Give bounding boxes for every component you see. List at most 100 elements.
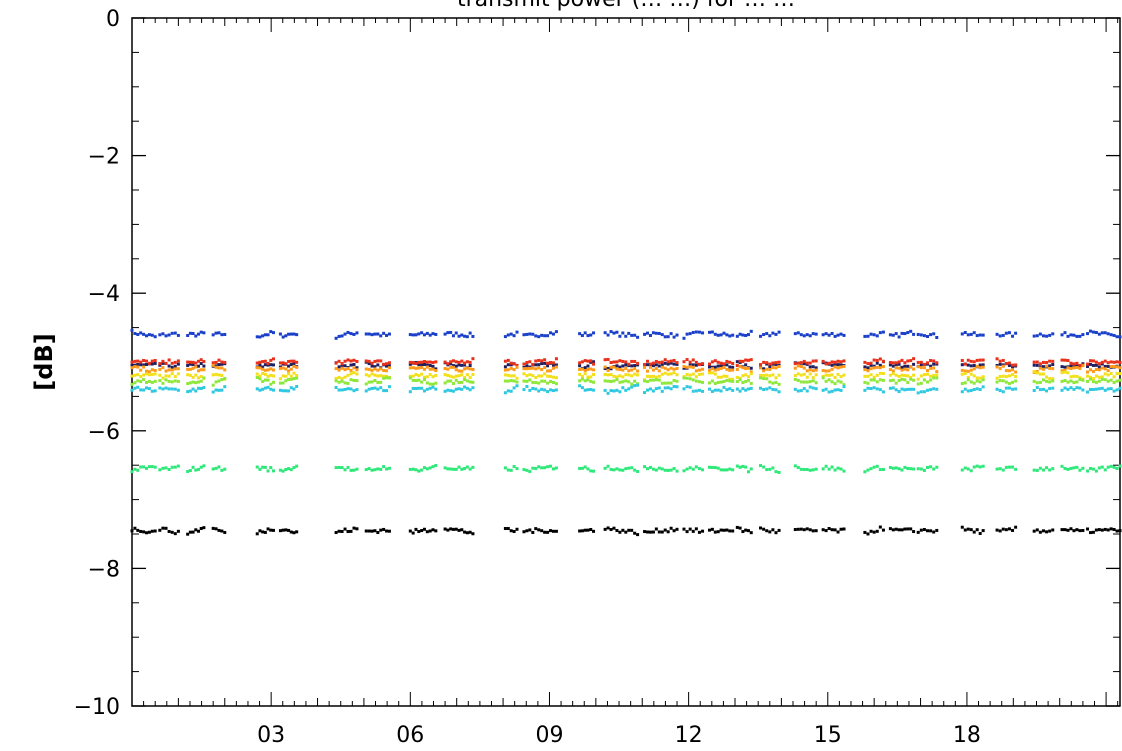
data-point [759, 373, 763, 377]
data-point [759, 366, 763, 370]
data-point [863, 365, 867, 369]
data-point [454, 368, 458, 372]
data-point [900, 365, 904, 369]
data-point [1035, 360, 1039, 364]
data-point [833, 468, 837, 472]
data-point [1060, 379, 1064, 383]
data-point [509, 363, 513, 367]
data-point [713, 388, 717, 392]
data-point [839, 527, 843, 531]
data-point [824, 362, 828, 366]
data-point [654, 387, 658, 391]
data-point [266, 469, 270, 473]
data-point [1060, 528, 1064, 532]
data-point [866, 532, 870, 536]
data-point [1051, 332, 1055, 336]
data-point [295, 333, 299, 337]
data-point [1094, 367, 1098, 371]
data-point [534, 334, 538, 338]
data-point [139, 363, 143, 367]
data-point [735, 367, 739, 371]
data-point [295, 373, 299, 377]
data-point [697, 372, 701, 376]
data-point [796, 364, 800, 368]
data-point [153, 529, 157, 533]
data-point [926, 388, 930, 392]
data-point [710, 367, 714, 371]
data-point [603, 373, 607, 377]
data-point [376, 467, 380, 471]
data-point [615, 364, 619, 368]
data-point [796, 361, 800, 365]
data-point [554, 365, 558, 369]
data-point [133, 467, 137, 471]
data-point [827, 527, 831, 531]
data-point [697, 368, 701, 372]
data-point [1106, 332, 1110, 336]
data-point [337, 368, 341, 372]
data-point [1060, 464, 1064, 468]
data-point [878, 366, 882, 370]
data-point [1094, 380, 1098, 384]
data-point [1072, 374, 1076, 378]
data-point [998, 334, 1002, 338]
data-point [266, 361, 270, 365]
data-point [836, 359, 840, 363]
data-point [592, 362, 596, 366]
data-point [906, 387, 910, 391]
data-point [583, 359, 587, 363]
data-point [1078, 334, 1082, 338]
data-point [468, 467, 472, 471]
data-point [281, 374, 285, 378]
data-point [972, 530, 976, 534]
data-point [133, 332, 137, 336]
data-point [463, 363, 467, 367]
data-point [373, 332, 377, 336]
data-point [646, 380, 650, 384]
data-point [522, 372, 526, 376]
data-point [214, 388, 218, 392]
data-point [660, 333, 664, 337]
data-point [624, 363, 628, 367]
data-point [176, 388, 180, 392]
data-point [1032, 468, 1036, 472]
data-point [425, 365, 429, 369]
data-point [833, 382, 837, 386]
data-point [153, 335, 157, 339]
data-point [875, 529, 879, 533]
data-point [821, 376, 825, 380]
data-point [738, 378, 742, 382]
data-point [408, 376, 412, 380]
data-point [512, 374, 516, 378]
data-point [866, 362, 870, 366]
data-point [158, 373, 162, 377]
data-point [592, 469, 596, 473]
data-point [142, 332, 146, 336]
data-point [194, 528, 198, 532]
data-point [471, 380, 475, 384]
data-point [932, 530, 936, 534]
data-point [1094, 387, 1098, 391]
data-point [346, 330, 350, 334]
data-point [443, 367, 447, 371]
data-point [199, 379, 203, 383]
data-point [603, 331, 607, 335]
data-point [627, 331, 631, 335]
data-point [805, 333, 809, 337]
data-point [627, 369, 631, 373]
data-point [972, 381, 976, 385]
data-point [869, 387, 873, 391]
data-point [830, 465, 834, 469]
data-point [167, 368, 171, 372]
data-point [186, 382, 190, 386]
data-point [1081, 466, 1085, 470]
data-point [777, 470, 781, 474]
data-point [935, 465, 939, 469]
data-point [839, 380, 843, 384]
data-point [255, 335, 259, 339]
data-point [646, 369, 650, 373]
data-point [749, 531, 753, 535]
data-point [454, 527, 458, 531]
data-point [411, 386, 415, 390]
data-point [912, 367, 916, 371]
